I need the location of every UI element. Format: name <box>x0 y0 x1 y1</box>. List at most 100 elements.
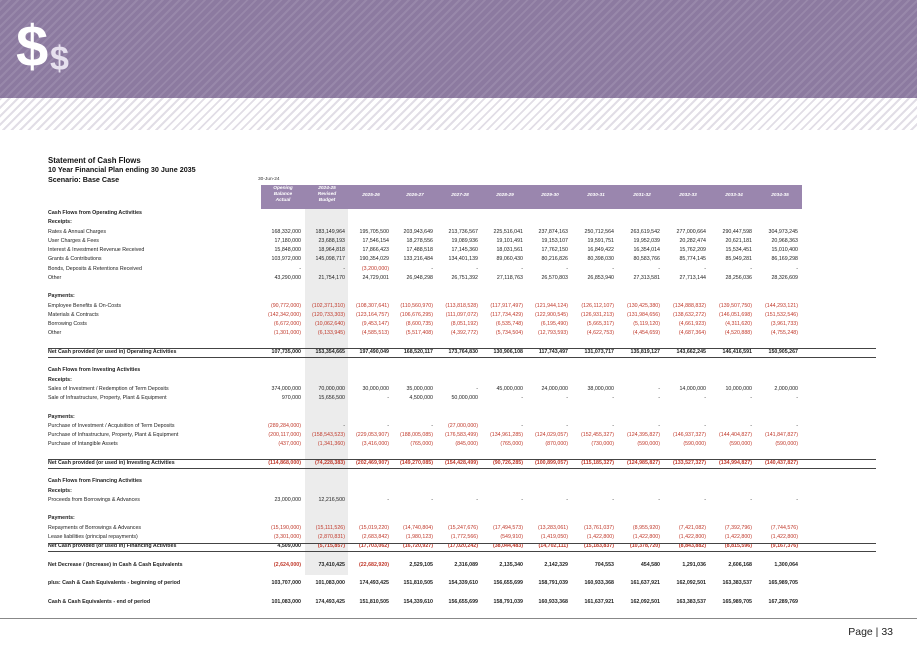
cell-value: 14,000,000 <box>679 385 706 392</box>
cell-value: (3,961,733) <box>770 321 798 327</box>
row-label: Net Decrease / (Increase) in Cash & Cash… <box>48 561 183 568</box>
cell-value: (590,000) <box>775 441 798 448</box>
cell-value: (15,247,676) <box>447 524 478 531</box>
cell-value: 158,791,039 <box>493 598 523 605</box>
cell-value: (6,195,490) <box>540 321 568 327</box>
row-label: Employee Benefits & On-Costs <box>48 302 122 309</box>
cell-value: 158,791,039 <box>538 580 568 586</box>
cell-value: 24,000,000 <box>541 385 568 392</box>
date-label: 30-Jun-24 <box>258 177 280 182</box>
cell-value: - <box>612 496 614 503</box>
cell-value: (590,000) <box>637 441 660 448</box>
cell-value: 156,655,699 <box>493 580 523 586</box>
cell-value: 17,180,000 <box>274 237 301 244</box>
cell-value: 101,083,000 <box>271 598 301 605</box>
cell-value: (117,917,497) <box>490 302 523 309</box>
cell-value: (113,818,528) <box>445 302 478 309</box>
cell-value: - <box>658 265 660 272</box>
cell-value: (6,133,945) <box>317 330 345 337</box>
cell-value: - <box>750 265 752 272</box>
column-header-line: 2030-31 <box>587 193 605 198</box>
row-label: Net Cash provided (or used in) Operating… <box>48 348 177 355</box>
cell-value: - <box>658 496 660 503</box>
cell-value: (114,868,000) <box>268 459 301 466</box>
column-header-line: 2034-35 <box>771 193 789 198</box>
cell-value: 80,583,766 <box>633 256 660 263</box>
column-header: Opening Balance Actual <box>261 186 305 204</box>
cell-value: - <box>796 422 798 429</box>
cell-value: (9,453,147) <box>361 321 389 327</box>
cell-value: (74,228,383) <box>314 459 345 466</box>
cell-value: 28,256,036 <box>725 274 752 281</box>
cell-value: - <box>521 395 523 401</box>
cell-value: (154,428,499) <box>445 459 478 466</box>
cell-value: 134,401,139 <box>448 256 478 263</box>
column-header-line: Actual <box>275 198 291 203</box>
cell-value: 19,089,936 <box>451 237 478 244</box>
cell-value: - <box>299 265 301 272</box>
cell-value: 17,145,360 <box>451 247 478 253</box>
cell-value: 160,933,368 <box>584 580 614 586</box>
column-header-line: 2026-27 <box>406 193 424 198</box>
cell-value: 26,570,803 <box>541 274 568 281</box>
row-label: Purchase of Investment / Acquisition of … <box>48 422 175 429</box>
cell-value: (134,888,832) <box>673 302 706 309</box>
cell-value: 27,713,144 <box>679 274 706 281</box>
cell-value: 168,332,000 <box>271 228 301 235</box>
report-subtitle: 10 Year Financial Plan ending 30 June 20… <box>48 165 196 175</box>
column-header: 2033-34 <box>712 193 756 199</box>
column-header: 2030-31 <box>574 193 618 199</box>
cell-value: 18,278,556 <box>406 237 433 244</box>
row-label: Receipts: <box>48 376 72 383</box>
cell-value: (6,672,000) <box>273 321 301 327</box>
cell-value: (123,164,757) <box>356 311 389 318</box>
total-rule-bottom <box>48 550 876 552</box>
cell-value: (289,284,000) <box>268 422 301 429</box>
cell-value: 160,933,368 <box>538 598 568 605</box>
cell-value: - <box>521 422 523 429</box>
cell-value: - <box>343 422 345 429</box>
cell-value: (1,980,123) <box>405 533 433 540</box>
cell-value: 173,764,830 <box>448 348 478 355</box>
cell-value: 163,383,537 <box>676 598 706 605</box>
cell-value: (4,454,659) <box>632 330 660 337</box>
cell-value: - <box>566 265 568 272</box>
cell-value: 203,943,649 <box>403 228 433 235</box>
cell-value: 146,416,591 <box>722 348 752 355</box>
column-header: 2025-26 <box>349 193 393 199</box>
cell-value: (2,683,842) <box>361 533 389 540</box>
cell-value: (200,117,000) <box>268 432 301 438</box>
cell-value: (765,000) <box>500 441 523 448</box>
cell-value: (124,395,827) <box>627 432 660 438</box>
report-title: Statement of Cash Flows <box>48 156 141 165</box>
cell-value: 250,712,564 <box>584 228 614 235</box>
cell-value: (110,560,970) <box>400 302 433 309</box>
cell-value: (115,185,327) <box>581 459 614 466</box>
cell-value: 225,516,041 <box>493 228 523 235</box>
cell-value: (188,005,085) <box>400 432 433 438</box>
row-label: Materials & Contracts <box>48 311 99 318</box>
cell-value: 4,500,000 <box>409 395 433 401</box>
cell-value: 17,866,423 <box>362 247 389 253</box>
cell-value: 454,580 <box>640 561 660 568</box>
column-header: 2028-29 <box>483 193 527 199</box>
cell-value: (146,051,698) <box>719 311 752 318</box>
cell-value: (8,843,882) <box>678 543 706 549</box>
cell-value: - <box>521 496 523 503</box>
cell-value: 374,000,000 <box>271 385 301 392</box>
page-number: Page | 33 <box>848 626 893 638</box>
cell-value: (5,119,120) <box>633 321 660 327</box>
cell-value: 4,509,000 <box>277 543 301 549</box>
cell-value: - <box>612 395 614 401</box>
cell-value: 19,153,107 <box>541 237 568 244</box>
cell-value: 168,520,117 <box>403 348 433 355</box>
row-label: Other <box>48 274 62 281</box>
cell-value: 161,637,921 <box>630 580 660 586</box>
cell-value: 704,553 <box>594 561 614 568</box>
cell-value: 21,754,170 <box>318 274 345 281</box>
column-header-line: 2033-34 <box>725 193 743 198</box>
cell-value: (106,676,295) <box>400 311 433 318</box>
cell-value: (126,112,107) <box>581 302 614 309</box>
cell-value: (38,044,483) <box>492 543 523 549</box>
cell-value: (122,900,545) <box>535 311 568 318</box>
